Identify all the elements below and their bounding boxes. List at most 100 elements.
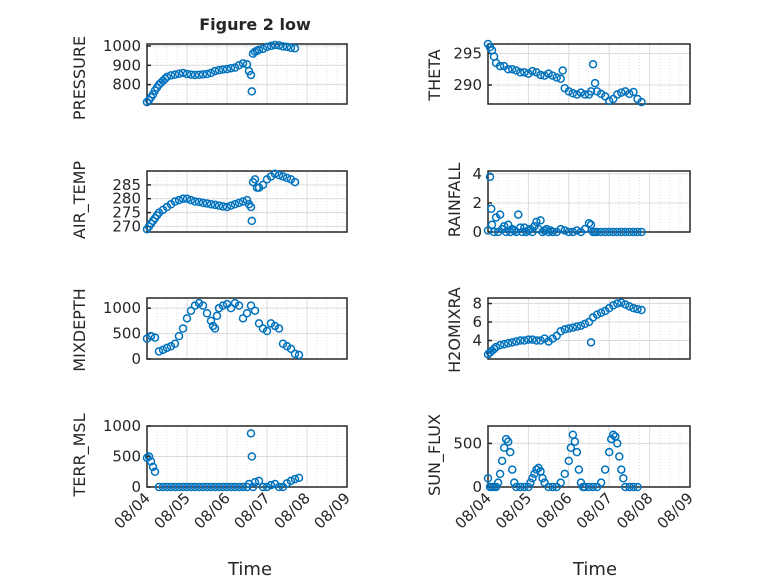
data-point: [194, 197, 204, 207]
data-point: [596, 227, 606, 237]
y-tick-label: 295: [453, 44, 482, 62]
data-point: [568, 323, 578, 332]
data-point: [637, 97, 646, 107]
data-point: [637, 305, 646, 315]
ylabel-terr-msl: TERR_MSL: [70, 413, 90, 497]
data-point: [218, 65, 228, 74]
data-point: [580, 482, 590, 492]
data-point: [174, 69, 184, 79]
data-point: [206, 68, 216, 78]
y-tick-label: 275: [112, 204, 141, 222]
data-point: [194, 482, 204, 492]
data-point: [254, 45, 264, 55]
y-tick-label: 280: [112, 190, 141, 208]
data-point: [560, 325, 570, 334]
data-point: [286, 43, 296, 53]
data-point: [198, 198, 208, 208]
y-tick-label: 4: [472, 332, 482, 350]
data-point: [250, 175, 260, 184]
data-point: [282, 42, 292, 52]
data-point: [282, 173, 292, 183]
data-point: [633, 304, 642, 314]
data-point: [572, 322, 582, 331]
data-point: [507, 65, 517, 74]
data-point: [604, 447, 614, 457]
xlabel-left: Time: [227, 559, 272, 580]
data-point: [202, 199, 212, 208]
data-point: [528, 66, 537, 76]
data-point: [600, 227, 610, 237]
data-point: [574, 465, 584, 474]
data-point: [512, 66, 521, 75]
data-point: [290, 349, 300, 359]
data-point: [524, 335, 533, 344]
data-point: [600, 465, 610, 474]
data-point: [278, 172, 288, 181]
data-point: [214, 201, 224, 210]
data-point: [548, 482, 557, 492]
data-point: [286, 476, 296, 486]
data-point: [588, 482, 598, 492]
data-point: [166, 482, 176, 492]
y-tick-label: 4: [472, 165, 482, 183]
data-point: [182, 482, 192, 492]
ylabel-h2omixra: H2OMIXRA: [445, 287, 464, 373]
data-point: [528, 474, 537, 483]
axes-box: [146, 297, 348, 360]
data-point: [246, 202, 256, 212]
y-tick-label: 0: [472, 223, 482, 241]
y-tick-label: 6: [472, 313, 482, 331]
data-point: [566, 443, 576, 453]
ylabel-sun-flux: SUN_FLUX: [425, 414, 445, 496]
y-tick-label: 0: [472, 478, 482, 496]
data-point: [493, 478, 503, 487]
data-point: [158, 345, 168, 355]
y-tick-label: 0: [131, 478, 141, 496]
data-point: [629, 227, 638, 237]
data-point: [162, 343, 172, 353]
ylabel-rainfall: RAINFALL: [445, 163, 464, 238]
data-point: [516, 68, 525, 77]
data-point: [198, 70, 208, 79]
data-point: [222, 64, 232, 74]
data-point: [548, 227, 557, 237]
data-point: [248, 482, 258, 492]
data-point: [174, 331, 184, 341]
panel-rainfall: 0 2 4: [472, 165, 691, 241]
data-point: [160, 74, 170, 84]
markers: [483, 39, 646, 107]
data-point: [266, 41, 276, 51]
data-point: [178, 194, 188, 203]
data-point: [572, 447, 582, 457]
data-point: [234, 198, 244, 208]
data-point: [214, 65, 224, 75]
data-point: [629, 87, 638, 97]
data-point: [586, 220, 596, 229]
data-point: [210, 324, 220, 333]
data-point: [564, 456, 574, 466]
data-point: [536, 216, 545, 225]
data-point: [625, 302, 634, 311]
data-point: [238, 314, 248, 323]
data-point: [568, 89, 578, 98]
data-point: [202, 482, 212, 492]
markers: [483, 298, 646, 359]
data-point: [516, 482, 525, 492]
data-point: [242, 195, 252, 205]
y-tick-label: 0: [131, 350, 141, 368]
data-point: [210, 66, 220, 76]
axes-box: [146, 170, 348, 233]
markers: [483, 430, 642, 492]
y-tick-label: 270: [112, 217, 141, 235]
data-point: [613, 299, 622, 308]
data-point: [270, 169, 280, 179]
data-point: [247, 87, 257, 96]
data-point: [592, 310, 602, 319]
data-point: [170, 197, 180, 206]
data-point: [491, 342, 501, 352]
data-point: [166, 71, 176, 80]
data-point: [558, 66, 567, 75]
data-point: [512, 482, 521, 492]
